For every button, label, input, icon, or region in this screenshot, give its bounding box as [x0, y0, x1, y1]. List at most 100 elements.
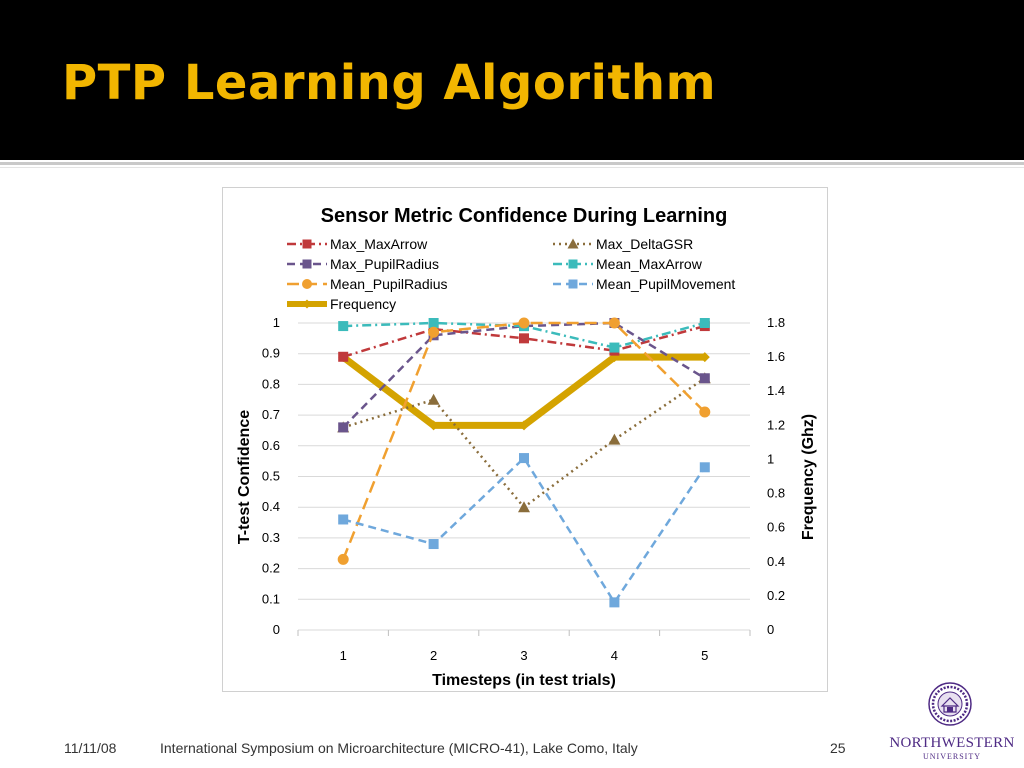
- data-point: [608, 433, 621, 445]
- data-point: [428, 318, 439, 328]
- legend-label: Max_DeltaGSR: [596, 236, 693, 252]
- y-tick-label: 0.2: [262, 561, 280, 576]
- header-divider-thin: [0, 167, 1024, 168]
- y-tick-label: 0.9: [262, 346, 280, 361]
- chart-svg: Sensor Metric Confidence During Learning…: [236, 205, 817, 689]
- y2-tick-label: 0: [767, 622, 774, 637]
- y-tick-label: 0.1: [262, 591, 280, 606]
- legend-swatch-marker: [568, 259, 578, 269]
- slide-title: PTP Learning Algorithm: [62, 55, 717, 111]
- x-tick-label: 1: [340, 648, 347, 663]
- x-axis-label: Timesteps (in test trials): [432, 672, 616, 689]
- legend-swatch-marker: [567, 238, 579, 249]
- chart-series: [337, 317, 711, 608]
- data-point: [519, 420, 529, 431]
- data-point: [428, 420, 439, 431]
- legend-label: Frequency: [330, 296, 396, 312]
- x-tick-label: 4: [611, 648, 618, 663]
- series-line: [342, 456, 706, 605]
- y-axis-label: T-test Confidence: [236, 410, 253, 544]
- y-tick-label: 0.8: [262, 376, 280, 391]
- legend-entry: Frequency: [287, 296, 396, 312]
- series-mean-pupilradius: [337, 317, 711, 565]
- legend-label: Mean_PupilRadius: [330, 276, 448, 292]
- y-tick-label: 0.3: [262, 530, 280, 545]
- legend-swatch-marker: [302, 279, 312, 289]
- legend-label: Max_PupilRadius: [330, 256, 439, 272]
- legend-label: Mean_MaxArrow: [596, 256, 703, 272]
- x-tick-label: 2: [430, 648, 437, 663]
- university-logo-sub: UNIVERSITY: [923, 752, 981, 761]
- data-point: [519, 333, 529, 344]
- x-axis-ticks: 1 2 3 4 5: [297, 630, 751, 663]
- footer-text: International Symposium on Microarchitec…: [160, 740, 638, 756]
- series-line: [342, 321, 706, 560]
- footer-date: 11/11/08: [64, 740, 117, 756]
- legend-entry: Mean_PupilMovement: [553, 276, 735, 292]
- legend-entry: Max_PupilRadius: [287, 256, 439, 272]
- y2-tick-label: 1.2: [767, 417, 785, 432]
- page-number: 25: [830, 740, 846, 756]
- x-tick-label: 5: [701, 648, 708, 663]
- legend-entry: Mean_MaxArrow: [553, 256, 703, 272]
- data-point: [518, 317, 530, 329]
- y2-axis-label: Frequency (Ghz): [800, 414, 817, 540]
- data-point: [338, 422, 349, 433]
- y2-tick-label: 0.4: [767, 554, 785, 569]
- series-line: [343, 321, 706, 349]
- y2-axis-ticks: 0 0.2 0.4 0.6 0.8 1 1.2 1.4 1.6 1.8: [767, 315, 785, 637]
- x-tick-label: 3: [520, 648, 527, 663]
- series-line: [342, 321, 706, 429]
- y-tick-label: 0: [273, 622, 280, 637]
- university-logo-name: NORTHWESTERN: [889, 735, 1015, 751]
- data-point: [338, 514, 349, 525]
- y-tick-label: 0.4: [262, 499, 280, 514]
- legend-entry: Mean_PupilRadius: [287, 276, 448, 292]
- series-mean-pupilmovement: [338, 453, 710, 608]
- data-point: [699, 373, 710, 384]
- data-point: [609, 597, 620, 608]
- data-point: [699, 462, 710, 473]
- y-tick-label: 0.5: [262, 469, 280, 484]
- y2-tick-label: 1: [767, 451, 774, 466]
- y-tick-label: 0.7: [262, 407, 280, 422]
- data-point: [428, 326, 440, 338]
- legend-swatch-marker: [302, 259, 312, 269]
- series-frequency: [338, 352, 710, 431]
- data-point: [519, 453, 529, 464]
- legend-label: Max_MaxArrow: [330, 236, 428, 252]
- y2-tick-label: 1.6: [767, 349, 785, 364]
- data-point: [338, 351, 349, 362]
- legend-entry: Max_MaxArrow: [287, 236, 428, 252]
- chart-legend: Max_MaxArrow Max_DeltaGSR Max_PupilRadius M…: [287, 236, 735, 312]
- legend-swatch-marker: [302, 299, 312, 309]
- data-point: [337, 553, 349, 565]
- y2-tick-label: 0.6: [767, 520, 785, 535]
- y2-tick-label: 0.2: [767, 588, 785, 603]
- y-axis-ticks: 0 0.1 0.2 0.3 0.4 0.5 0.6 0.7 0.8 0.9 1: [262, 315, 280, 637]
- data-point: [609, 342, 620, 353]
- legend-swatch-marker: [302, 239, 312, 249]
- data-point: [699, 352, 710, 363]
- chart-grid: [298, 322, 750, 631]
- legend-label: Mean_PupilMovement: [596, 276, 735, 292]
- legend-entry: Max_DeltaGSR: [553, 236, 693, 252]
- y2-tick-label: 0.8: [767, 486, 785, 501]
- data-point: [427, 393, 440, 405]
- data-point: [518, 501, 530, 513]
- slide-header: [0, 0, 1024, 160]
- legend-swatch-marker: [568, 279, 578, 289]
- header-divider: [0, 162, 1024, 165]
- data-point: [428, 539, 439, 550]
- y2-tick-label: 1.4: [767, 383, 785, 398]
- y2-tick-label: 1.8: [767, 315, 785, 330]
- data-point: [608, 317, 620, 329]
- data-point: [338, 321, 349, 332]
- y-tick-label: 1: [273, 315, 280, 330]
- chart-title: Sensor Metric Confidence During Learning: [321, 205, 728, 227]
- chart-area: Sensor Metric Confidence During Learning…: [222, 187, 828, 692]
- y-tick-label: 0.6: [262, 438, 280, 453]
- data-point: [699, 406, 711, 418]
- data-point: [699, 318, 710, 328]
- university-seal-icon: [928, 682, 972, 726]
